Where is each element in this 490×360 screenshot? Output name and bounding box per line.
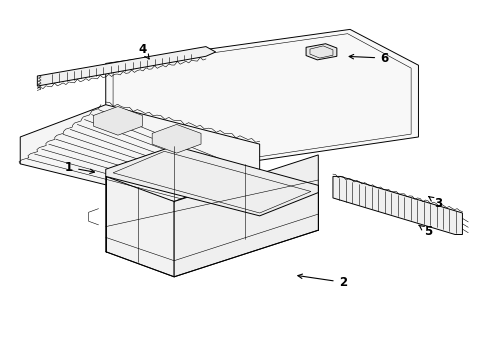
Polygon shape <box>37 46 216 86</box>
Polygon shape <box>106 146 318 216</box>
Text: 3: 3 <box>429 197 442 210</box>
Text: 4: 4 <box>138 42 149 59</box>
Polygon shape <box>20 105 260 202</box>
Polygon shape <box>106 176 174 277</box>
Text: 2: 2 <box>298 274 347 289</box>
Text: 5: 5 <box>419 225 432 238</box>
Text: 1: 1 <box>65 161 95 174</box>
Polygon shape <box>306 44 337 60</box>
Text: 6: 6 <box>349 51 389 64</box>
Polygon shape <box>174 155 318 277</box>
Polygon shape <box>106 30 418 173</box>
Polygon shape <box>94 107 143 135</box>
Polygon shape <box>333 176 463 234</box>
Polygon shape <box>152 125 201 153</box>
